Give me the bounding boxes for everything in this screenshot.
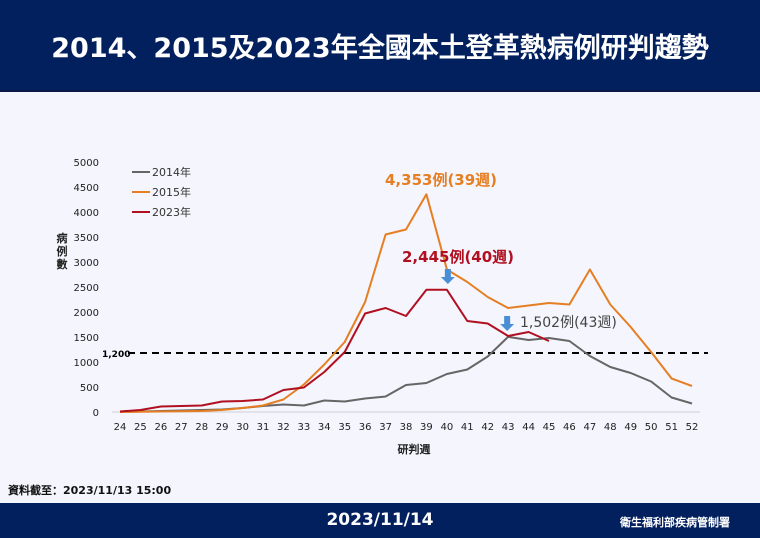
x-tick-label: 26	[154, 422, 167, 433]
x-tick-label: 32	[277, 422, 290, 433]
y-tick-label: 1500	[74, 333, 99, 344]
x-tick-label: 37	[379, 422, 392, 433]
y-tick-label: 2500	[74, 283, 99, 294]
x-tick-label: 35	[338, 422, 351, 433]
x-tick-label: 48	[604, 422, 617, 433]
x-tick-label: 39	[420, 422, 433, 433]
x-tick-label: 25	[134, 422, 147, 433]
annotation-2014-peak: 1,502例(43週)	[520, 315, 617, 331]
x-tick-label: 44	[522, 422, 535, 433]
x-tick-label: 50	[645, 422, 658, 433]
y-axis-label: 數	[57, 257, 68, 271]
down-arrow-icon	[500, 316, 515, 331]
x-tick-label: 41	[461, 422, 474, 433]
x-tick-label: 52	[686, 422, 699, 433]
x-axis-label: 研判週	[398, 442, 431, 456]
legend-label: 2023年	[152, 205, 191, 219]
legend-label: 2015年	[152, 185, 191, 199]
x-tick-label: 46	[563, 422, 576, 433]
x-tick-label: 24	[114, 422, 127, 433]
x-tick-label: 43	[502, 422, 515, 433]
y-tick-label: 4500	[74, 183, 99, 194]
x-tick-label: 51	[665, 422, 678, 433]
legend-label: 2014年	[152, 165, 191, 179]
footer-banner: 2023/11/14 衛生福利部疾病管制署	[0, 503, 760, 538]
y-tick-label: 1000	[74, 358, 99, 369]
x-tick-label: 47	[583, 422, 596, 433]
organization-name: 衛生福利部疾病管制署	[620, 516, 730, 529]
data-cutoff-note: 資料截至：2023/11/13 15:00	[8, 484, 172, 497]
annotation-2023-peak: 2,445例(40週)	[402, 248, 514, 266]
x-tick-label: 28	[195, 422, 208, 433]
x-tick-label: 42	[481, 422, 494, 433]
x-tick-label: 31	[257, 422, 270, 433]
y-axis-label: 病	[57, 231, 68, 245]
annotation-2015-peak: 4,353例(39週)	[385, 171, 497, 189]
x-tick-label: 33	[297, 422, 310, 433]
chart-canvas: 0 500 1000 1500 2000 2500 3000 3500 4000 4500 5000…	[57, 158, 708, 456]
line-chart: 0 500 1000 1500 2000 2500 3000 3500 4000 4500 5000…	[0, 92, 760, 472]
x-tick-label: 38	[400, 422, 413, 433]
page-title: 2014、2015及2023年全國本土登革熱病例研判趨勢	[51, 32, 709, 64]
y-tick-label: 3500	[74, 233, 99, 244]
y-tick-label: 4000	[74, 208, 99, 219]
y-tick-label: 0	[93, 408, 99, 419]
down-arrow-icon	[440, 269, 455, 284]
y-tick-label: 2000	[74, 308, 99, 319]
series-line-2023	[119, 288, 550, 413]
threshold-label: 1,200	[102, 350, 130, 360]
x-tick-label: 29	[216, 422, 229, 433]
publish-date: 2023/11/14	[326, 510, 434, 530]
x-tick-label: 34	[318, 422, 331, 433]
x-tick-label: 30	[236, 422, 249, 433]
x-tick-label: 27	[175, 422, 188, 433]
x-tick-label: 45	[543, 422, 556, 433]
title-banner: 2014、2015及2023年全國本土登革熱病例研判趨勢	[0, 0, 760, 92]
y-tick-label: 5000	[74, 158, 99, 169]
series-line-2014	[119, 335, 693, 413]
x-tick-label: 36	[359, 422, 372, 433]
series-line-2015	[119, 193, 693, 413]
x-tick-label: 40	[440, 422, 453, 433]
x-tick-label: 49	[624, 422, 637, 433]
y-tick-label: 3000	[74, 258, 99, 269]
y-tick-label: 500	[80, 383, 99, 394]
y-axis-label: 例	[57, 244, 68, 258]
